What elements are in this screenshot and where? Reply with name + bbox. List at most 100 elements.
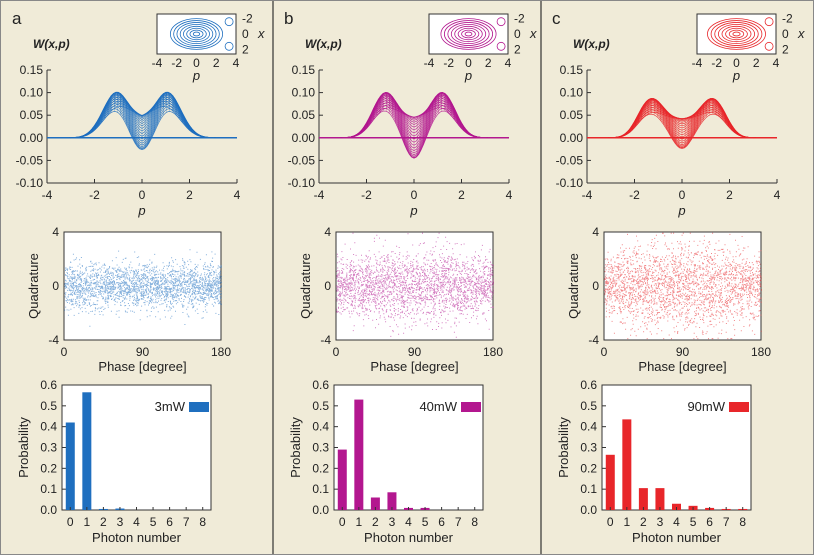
prob-y-tick: 0.3 <box>40 441 57 455</box>
photon-x-tick: 6 <box>438 515 445 529</box>
wigner-y-tick: 0.00 <box>560 131 584 145</box>
inset-x-tick: 0 <box>733 56 740 70</box>
prob-y-tick: 0.1 <box>40 482 57 496</box>
wigner-y-tick: -0.05 <box>556 153 584 167</box>
photon-x-tick: 7 <box>183 515 190 529</box>
wigner-x-tick: 4 <box>774 188 781 202</box>
panel-label: b <box>284 9 293 28</box>
photon-x-tick: 3 <box>657 515 664 529</box>
wigner-x-tick: 4 <box>234 188 241 202</box>
wigner-x-tick: 2 <box>186 188 193 202</box>
inset-y-tick: -2 <box>242 12 253 26</box>
phase-label: Phase [degree] <box>370 359 458 374</box>
inset-contour <box>454 25 483 43</box>
phase-x-tick: 180 <box>483 345 503 359</box>
prob-y-tick: 0.0 <box>580 503 597 517</box>
phase-x-tick: 0 <box>601 345 608 359</box>
inset-contour <box>710 20 763 48</box>
prob-y-tick: 0.1 <box>312 482 329 496</box>
inset-contour <box>224 41 234 51</box>
inset-contour <box>457 27 480 41</box>
panel-a: aW(x,p)0.150.100.050.00-0.05-0.10-4 -2 0 2 4… <box>12 9 265 545</box>
photon-bar-3 <box>387 492 397 510</box>
inset-x-label: x <box>529 26 537 41</box>
inset-frame <box>696 13 777 55</box>
wigner-p-label: p <box>409 203 417 218</box>
prob-y-tick: 0.5 <box>40 399 57 413</box>
photon-bar-4 <box>672 503 681 510</box>
photon-x-tick: 8 <box>739 515 746 529</box>
inset-y-tick: 2 <box>242 42 249 56</box>
inset-contour <box>496 17 506 27</box>
inset-contour <box>189 29 204 39</box>
wigner-y-tick: -0.10 <box>556 176 584 190</box>
inset-x-tick: 2 <box>485 56 492 70</box>
quadrature-y-tick: 0 <box>324 279 331 293</box>
inset-contour <box>721 25 752 43</box>
inset-contour <box>183 25 210 43</box>
photon-x-tick: 3 <box>389 515 396 529</box>
prob-y-tick: 0.6 <box>312 378 329 392</box>
inset-y-tick: 0 <box>782 27 789 41</box>
prob-y-tick: 0.0 <box>40 503 57 517</box>
prob-y-tick: 0.4 <box>40 420 57 434</box>
inset-x-tick: -4 <box>152 56 163 70</box>
photon-bar-1 <box>622 419 632 510</box>
inset-x-tick: 4 <box>233 56 240 70</box>
photon-bar-2 <box>638 488 648 510</box>
photon-x-tick: 0 <box>607 515 614 529</box>
legend-label: 90mW <box>687 399 725 414</box>
quadrature-frame <box>335 231 494 341</box>
probability-label: Probability <box>16 417 31 478</box>
quadrature-y-tick: 4 <box>52 225 59 239</box>
photon-x-tick: 1 <box>83 515 90 529</box>
inset-contour <box>496 41 506 51</box>
inset-contour <box>714 22 759 46</box>
inset-x-tick: -2 <box>711 56 722 70</box>
quadrature-label: Quadrature <box>298 253 313 319</box>
quadrature-label: Quadrature <box>26 253 41 319</box>
inset-x-tick: 0 <box>465 56 472 70</box>
photon-number-label: Photon number <box>92 530 182 545</box>
inset-x-label: x <box>797 26 805 41</box>
inset-contour <box>440 18 497 50</box>
inset-x-tick: 4 <box>773 56 780 70</box>
photon-x-tick: 7 <box>723 515 730 529</box>
photon-x-tick: 4 <box>133 515 140 529</box>
inset-x-tick: 2 <box>213 56 220 70</box>
inset-contour <box>173 20 220 48</box>
wigner-y-tick: -0.10 <box>288 176 316 190</box>
inset-y-tick: -2 <box>514 12 525 26</box>
photon-x-tick: 8 <box>471 515 478 529</box>
quadrature-points <box>64 249 222 327</box>
photon-bar-0 <box>605 454 615 510</box>
quadrature-y-tick: -4 <box>588 333 599 347</box>
prob-y-tick: 0.6 <box>40 378 57 392</box>
wigner-y-tick: 0.00 <box>20 131 44 145</box>
photon-x-tick: 3 <box>117 515 124 529</box>
wigner-p-label: p <box>677 203 685 218</box>
photon-x-tick: 4 <box>673 515 680 529</box>
quadrature-y-tick: 0 <box>592 279 599 293</box>
inset-contour <box>728 29 745 39</box>
quadrature-y-tick: -4 <box>320 333 331 347</box>
inset-contour <box>192 31 201 37</box>
wigner-y-tick: -0.05 <box>288 153 316 167</box>
wigner-label: W(x,p) <box>305 37 342 51</box>
wigner-x-tick: -4 <box>42 188 53 202</box>
inset-contour <box>725 27 748 41</box>
wigner-x-tick: -2 <box>629 188 640 202</box>
phase-label: Phase [degree] <box>638 359 726 374</box>
photon-number-label: Photon number <box>632 530 722 545</box>
inset-x-tick: -2 <box>171 56 182 70</box>
photon-x-tick: 6 <box>166 515 173 529</box>
phase-x-tick: 90 <box>676 345 690 359</box>
wigner-y-tick: -0.10 <box>16 176 44 190</box>
inset-x-tick: -2 <box>443 56 454 70</box>
inset-x-tick: 2 <box>753 56 760 70</box>
photon-bar-0 <box>65 422 75 510</box>
prob-y-tick: 0.2 <box>312 461 329 475</box>
wigner-y-tick: 0.05 <box>560 108 584 122</box>
photon-x-tick: 5 <box>422 515 429 529</box>
prob-y-tick: 0.0 <box>312 503 329 517</box>
